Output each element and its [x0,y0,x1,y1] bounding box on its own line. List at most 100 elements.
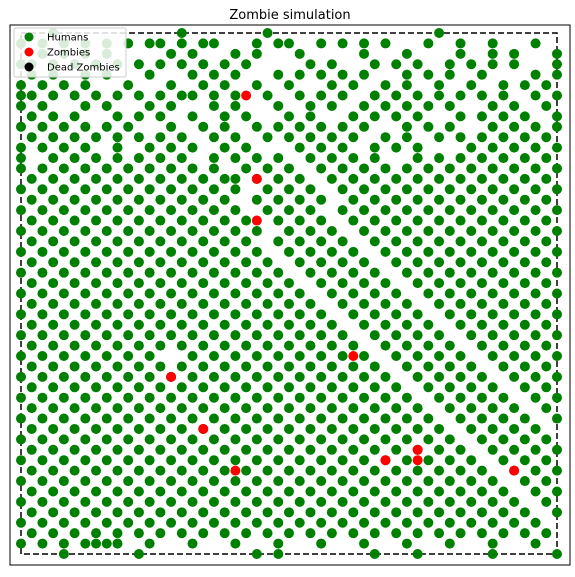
human-point [316,194,327,205]
human-point [166,496,177,507]
human-point [144,38,155,49]
human-point [455,111,466,122]
human-point [123,80,134,91]
human-point [284,486,294,497]
human-point [166,184,177,195]
human-point [519,528,530,539]
human-point [176,319,187,330]
human-point [241,403,252,414]
human-point [444,434,455,445]
human-point [541,236,552,247]
human-point [359,371,370,382]
human-point [466,184,477,195]
human-point [369,194,380,205]
human-point [80,142,91,153]
human-point [251,309,262,320]
human-point [487,48,498,59]
human-point [166,434,177,445]
human-point [219,278,230,289]
human-point [476,486,487,497]
human-point [519,80,530,91]
human-point [316,215,327,226]
human-point [294,194,305,205]
human-point [58,184,69,195]
human-point [519,132,530,143]
human-point [208,455,219,466]
human-point [198,382,209,393]
human-point [294,517,305,528]
human-point [251,48,262,59]
human-point [326,423,337,434]
human-point [230,153,241,164]
human-point [166,455,177,466]
human-point [530,267,541,278]
human-point [155,528,166,539]
human-point [133,236,144,247]
human-point [101,205,112,216]
human-point [80,476,91,487]
human-point [123,413,134,424]
human-point [198,257,209,268]
human-point [423,455,434,466]
human-point [455,153,466,164]
human-point [58,121,69,132]
human-point [380,413,391,424]
human-point [112,444,123,455]
human-point [316,90,327,101]
human-point [305,507,316,518]
human-point [219,80,230,91]
human-point [498,111,509,122]
human-point [208,69,219,80]
human-point [133,549,144,559]
human-point [337,517,348,528]
human-point [80,100,91,111]
human-point [241,257,252,268]
human-point [541,80,552,91]
human-point [337,371,348,382]
human-point [58,225,69,236]
human-point [359,48,370,59]
human-point [112,153,123,164]
human-point [208,496,219,507]
human-point [219,111,230,122]
human-point [348,288,359,299]
human-point [219,486,230,497]
human-point [230,538,241,549]
human-point [476,111,487,122]
human-point [455,90,466,101]
human-point [144,205,155,216]
human-point [219,340,230,351]
human-point [37,163,48,174]
human-point [16,225,26,236]
human-point [305,361,316,372]
human-point [91,382,102,393]
human-point [401,413,412,424]
human-point [423,163,434,174]
human-point [305,153,316,164]
human-point [455,48,466,59]
human-point [455,486,466,497]
human-point [455,444,466,455]
human-point [16,163,26,174]
human-point [208,246,219,257]
human-point [294,413,305,424]
human-point [509,496,520,507]
human-point [498,361,509,372]
human-point [187,205,198,216]
human-point [241,319,252,330]
human-point [294,121,305,132]
human-point [251,225,262,236]
human-point [552,267,562,278]
human-point [337,163,348,174]
human-point [273,267,284,278]
human-point [144,413,155,424]
human-point [123,205,134,216]
human-point [198,80,209,91]
human-point [466,246,477,257]
human-point [198,298,209,309]
human-point [26,215,37,226]
human-point [176,257,187,268]
human-point [208,517,219,528]
human-point [187,392,198,403]
human-point [144,476,155,487]
